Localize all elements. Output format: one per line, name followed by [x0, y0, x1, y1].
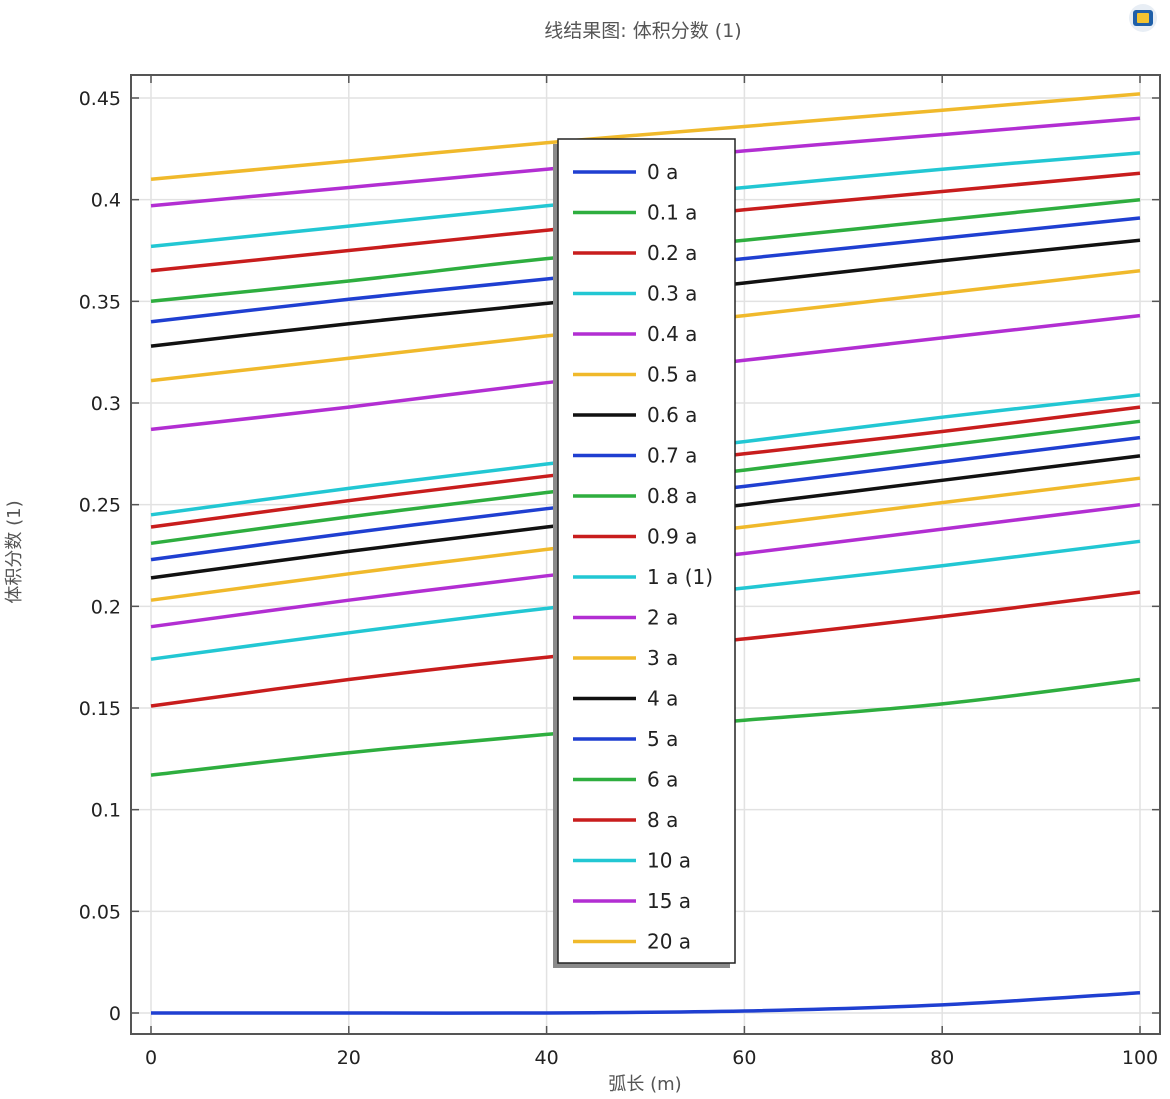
legend-label: 0.1 a: [647, 201, 697, 225]
plot-window-icon[interactable]: [1129, 4, 1157, 32]
y-tick-label: 0: [109, 1003, 121, 1025]
x-tick-label: 0: [145, 1047, 157, 1069]
y-axis-label: 体积分数 (1): [4, 500, 25, 603]
y-tick-label: 0.2: [91, 596, 121, 618]
legend-label: 0.5 a: [647, 363, 697, 387]
legend-label: 10 a: [647, 849, 691, 873]
y-tick-label: 0.1: [91, 800, 121, 822]
y-tick-label: 0.3: [91, 393, 121, 415]
legend-label: 0.9 a: [647, 525, 697, 549]
legend-label: 20 a: [647, 930, 691, 954]
legend-label: 0.2 a: [647, 241, 697, 265]
x-tick-label: 100: [1122, 1047, 1158, 1069]
chart-title: 线结果图: 体积分数 (1): [544, 20, 741, 42]
y-tick-label: 0.45: [79, 88, 121, 110]
legend-label: 0.4 a: [647, 322, 697, 346]
legend-label: 0.8 a: [647, 484, 697, 508]
legend-label: 6 a: [647, 768, 678, 792]
series-line: [150, 92, 1141, 182]
legend-box: [557, 138, 736, 964]
legend-label: 3 a: [647, 646, 678, 670]
legend-label: 15 a: [647, 889, 691, 913]
y-tick-label: 0.25: [79, 495, 121, 517]
x-tick-label: 60: [732, 1047, 756, 1069]
legend-label: 8 a: [647, 808, 678, 832]
x-axis-label: 弧长 (m): [608, 1074, 681, 1095]
series-line: [151, 990, 1141, 1015]
plot-area: 0 20 40 60 80 100 0 0.05 0.1 0.15 0.2 0.25 0.3 0.35 0.…: [79, 74, 1161, 1069]
legend-label: 5 a: [647, 727, 678, 751]
x-tick-label: 20: [337, 1047, 361, 1069]
legend-label: 0.6 a: [647, 403, 697, 427]
legend: 0 a 0.1 a 0.2 a 0.3 a 0.4 a 0.5 a 0.6 a 0.7 a 0.…: [553, 138, 736, 968]
legend-label: 0 a: [647, 160, 678, 184]
y-tick-label: 0.15: [79, 698, 121, 720]
plot-frame: [130, 74, 1161, 1035]
y-tick-label: 0.35: [79, 291, 121, 313]
y-tick-label: 0.4: [91, 190, 121, 212]
legend-label: 0.7 a: [647, 444, 697, 468]
legend-label: 1 a (1): [647, 565, 713, 589]
legend-label: 0.3 a: [647, 282, 697, 306]
x-tick-label: 80: [930, 1047, 954, 1069]
legend-label: 2 a: [647, 606, 678, 630]
legend-label: 4 a: [647, 687, 678, 711]
y-tick-label: 0.05: [79, 901, 121, 923]
x-tick-label: 40: [535, 1047, 559, 1069]
